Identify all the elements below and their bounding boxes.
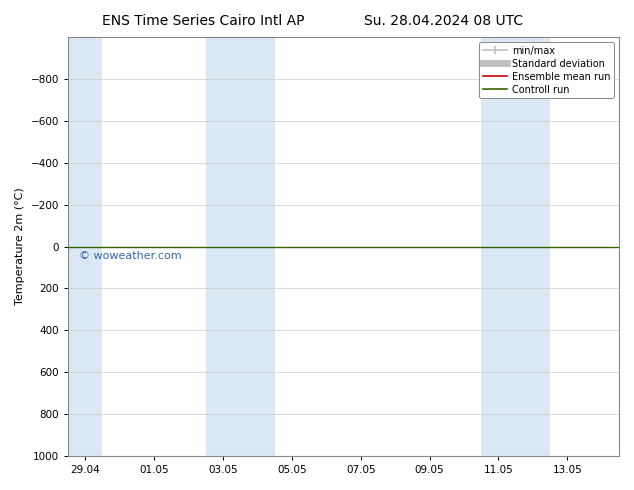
Bar xyxy=(68,37,103,456)
Text: Su. 28.04.2024 08 UTC: Su. 28.04.2024 08 UTC xyxy=(365,14,523,28)
Text: ENS Time Series Cairo Intl AP: ENS Time Series Cairo Intl AP xyxy=(101,14,304,28)
Text: © woweather.com: © woweather.com xyxy=(79,251,181,261)
Y-axis label: Temperature 2m (°C): Temperature 2m (°C) xyxy=(15,188,25,305)
Legend: min/max, Standard deviation, Ensemble mean run, Controll run: min/max, Standard deviation, Ensemble me… xyxy=(479,42,614,98)
Bar xyxy=(205,37,275,456)
Bar xyxy=(481,37,550,456)
